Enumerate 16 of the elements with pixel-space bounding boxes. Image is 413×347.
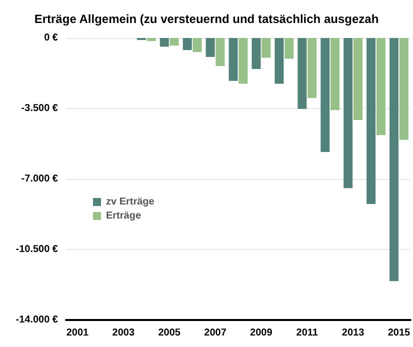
x-tick-label: 2003	[112, 328, 135, 338]
legend-label: Erträge	[106, 210, 142, 222]
legend-label: zv Erträge	[106, 196, 155, 208]
x-tick-label: 2013	[342, 328, 365, 338]
chart-title: Erträge Allgemein (zu versteuernd und tatsächlich ausgezah	[34, 12, 379, 26]
x-tick-label: 2005	[158, 328, 181, 338]
x-tick-label: 2015	[388, 328, 411, 338]
y-tick-label: -14.000 €	[16, 314, 58, 326]
y-tick-label: 0 €	[44, 32, 58, 44]
x-tick-label: 2007	[204, 328, 227, 338]
x-tick-label: 2009	[250, 328, 273, 338]
y-tick-label: -3.500 €	[21, 103, 58, 114]
x-tick-label: 2011	[296, 328, 318, 338]
y-tick-label: -10.500 €	[16, 244, 58, 255]
y-tick-label: -7.000 €	[21, 174, 58, 184]
x-tick-label: 2001	[66, 328, 90, 338]
